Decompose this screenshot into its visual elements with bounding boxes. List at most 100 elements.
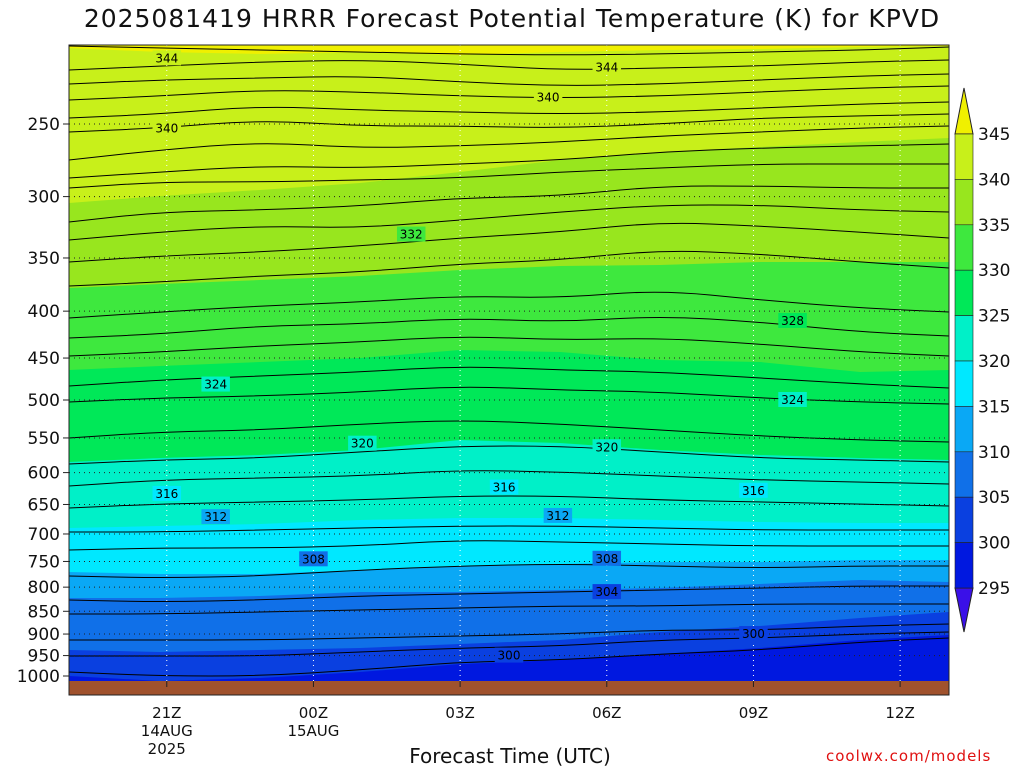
contour-label-text: 308 — [302, 552, 325, 566]
colorbar-label: 305 — [978, 488, 1010, 508]
contour-label-text: 344 — [155, 51, 178, 65]
contour-label: 312 — [543, 507, 573, 523]
colorbar-swatch — [954, 496, 974, 543]
contour-label: 344 — [152, 50, 182, 66]
contour-line — [69, 336, 949, 357]
contour-label-bg — [489, 479, 519, 495]
contour-label-bg — [201, 376, 230, 392]
colorbar-extend-top — [954, 87, 974, 135]
contour-label-text: 316 — [155, 487, 178, 501]
colorbar-label: 325 — [978, 307, 1010, 327]
contour-label: 316 — [489, 479, 519, 495]
contour-line — [69, 495, 949, 509]
colorbar-label: 335 — [978, 216, 1010, 236]
colorbar-label: 310 — [978, 443, 1010, 463]
y-tick-label: 750 — [28, 552, 60, 572]
contour-line — [69, 637, 949, 677]
grid-lines — [69, 45, 949, 681]
contour-label: 316 — [152, 485, 182, 501]
contour-label-text: 324 — [781, 393, 804, 407]
contour-line — [69, 125, 949, 161]
contour-label-text: 304 — [595, 585, 618, 599]
contour-line — [69, 540, 949, 551]
contour-line — [69, 185, 949, 223]
y-tick-label: 300 — [28, 188, 60, 208]
contour-lines — [69, 45, 949, 677]
y-tick-label: 800 — [28, 578, 60, 598]
contour-label: 324 — [201, 376, 230, 392]
contour-line — [69, 366, 949, 389]
band-below-300 — [69, 635, 949, 681]
colorbar-label: 330 — [978, 261, 1010, 281]
contour-label-bg — [396, 226, 426, 242]
colorbar: 345 340 335 330 325 320 315 310 305 300 295 — [954, 87, 1010, 633]
contour-label-bg — [592, 439, 622, 455]
colorbar-swatch — [954, 451, 974, 498]
contour-label-text: 308 — [595, 552, 618, 566]
x-axis-label: Forecast Time (UTC) — [409, 744, 611, 768]
y-tick-label: 250 — [28, 115, 60, 135]
contour-line — [69, 525, 949, 533]
contour-line — [69, 163, 949, 189]
x-tick-label: 12Z — [885, 704, 914, 722]
colorbar-swatch — [954, 224, 974, 271]
colorbar-swatch — [954, 360, 974, 407]
y-axis: 250 300 350 400 450 500 550 600 650 700 750 800 850 9… — [17, 115, 69, 687]
colorbar-swatch — [954, 179, 974, 226]
y-tick-label: 700 — [28, 525, 60, 545]
colorbar-swatch — [954, 269, 974, 316]
contour-line — [69, 250, 949, 287]
contour-label: 320 — [592, 439, 622, 455]
contour-label-bg — [299, 551, 328, 567]
contour-line — [69, 420, 949, 443]
colorbar-label: 300 — [978, 534, 1010, 554]
contour-label: 340 — [152, 120, 182, 136]
contour-label: 304 — [592, 584, 622, 600]
contour-label: 340 — [533, 89, 563, 105]
contour-label-text: 316 — [742, 484, 765, 498]
y-tick-label: 850 — [28, 602, 60, 622]
contour-label: 344 — [592, 59, 622, 75]
contour-line — [69, 585, 949, 602]
y-tick-label: 600 — [28, 464, 60, 484]
contour-label: 320 — [348, 435, 377, 451]
contour-label-bg — [592, 550, 622, 566]
contour-label: 300 — [494, 647, 524, 663]
y-tick-label: 350 — [28, 249, 60, 269]
contour-label: 332 — [396, 226, 426, 242]
contour-label-bg — [739, 482, 768, 498]
contour-label-bg — [533, 89, 563, 105]
colorbar-label: 345 — [978, 125, 1010, 145]
contour-line — [69, 386, 949, 405]
colorbar-label: 340 — [978, 170, 1010, 190]
contour-label-bg — [152, 50, 182, 66]
contour-label-bg — [494, 647, 524, 663]
y-tick-label: 950 — [28, 647, 60, 667]
contour-label-bg — [778, 312, 807, 328]
x-tick-label: 06Z — [592, 704, 621, 722]
y-tick-label: 400 — [28, 302, 60, 322]
contour-label-bg — [739, 626, 768, 642]
y-tick-label: 650 — [28, 495, 60, 515]
y-tick-label: 450 — [28, 349, 60, 369]
y-tick-label: 500 — [28, 391, 60, 411]
contour-label: 316 — [739, 482, 768, 498]
terrain-bar — [69, 681, 949, 695]
contour-line — [69, 59, 949, 71]
contour-label-text: 320 — [595, 440, 618, 454]
contour-line — [69, 113, 949, 133]
color-fill-bands — [69, 45, 949, 681]
colorbar-label: 320 — [978, 352, 1010, 372]
colorbar-swatch — [954, 542, 974, 589]
contour-label-text: 340 — [537, 91, 560, 105]
credit-link[interactable]: coolwx.com/models — [826, 747, 992, 765]
contour-label-bg — [592, 584, 622, 600]
contour-label-bg — [778, 392, 807, 407]
colorbar-swatch — [954, 406, 974, 453]
contour-label-bg — [152, 485, 182, 501]
contour-label: 324 — [778, 392, 807, 407]
y-tick-label: 1000 — [17, 667, 60, 687]
x-tick-sublabel: 2025 — [148, 740, 186, 758]
colorbar-label: 315 — [978, 397, 1010, 417]
